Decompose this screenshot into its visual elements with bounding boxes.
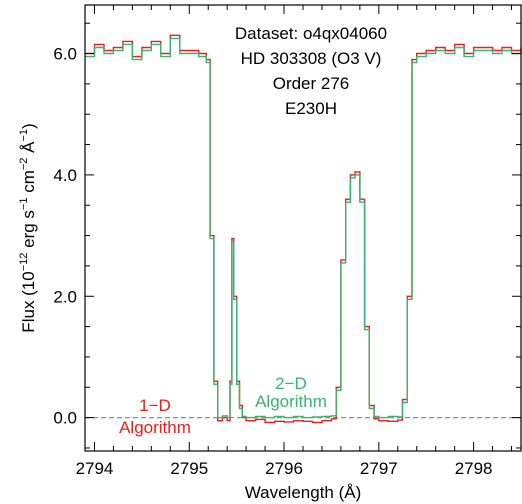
- x-tick-label: 2798: [455, 459, 493, 478]
- ylabel-exp2: −1: [18, 198, 30, 211]
- ylabel-exp1: −12: [18, 253, 30, 272]
- x-tick-label: 2795: [170, 459, 208, 478]
- info-line-dataset: Dataset: o4qx04060: [235, 24, 387, 43]
- series-line-1d: [85, 34, 522, 424]
- info-line-order: Order 276: [273, 74, 350, 93]
- x-tick-label: 2797: [360, 459, 398, 478]
- series-line-2d: [85, 37, 522, 419]
- y-axis-title: Flux (10−12 erg s−1 cm−2 Å−1): [18, 123, 38, 332]
- label-2d-line1: 2−D: [275, 374, 307, 393]
- ticks-layer: 2794 2795 2796 2797 2798 0.0 2.0 4.0 6.0: [53, 5, 521, 478]
- ylabel-mid2: cm: [19, 170, 38, 197]
- x-axis-title: Wavelength (Å): [245, 483, 362, 502]
- label-2d: 2−D Algorithm: [255, 374, 327, 411]
- y-tick-label: 0.0: [53, 409, 77, 428]
- x-tick-label: 2796: [265, 459, 303, 478]
- series-layer: [85, 34, 522, 424]
- ylabel-mid3: Å: [19, 141, 38, 158]
- ylabel-exp3: −2: [18, 158, 30, 171]
- info-line-grating: E230H: [285, 99, 337, 118]
- y-tick-label: 2.0: [53, 287, 77, 306]
- label-1d-line2: Algorithm: [119, 418, 191, 437]
- info-line-star: HD 303308 (O3 V): [241, 49, 382, 68]
- y-tick-label: 6.0: [53, 45, 77, 64]
- label-2d-line2: Algorithm: [255, 392, 327, 411]
- label-1d-line1: 1−D: [139, 396, 171, 415]
- ylabel-prefix: Flux (10: [19, 271, 38, 332]
- y-tick-label: 4.0: [53, 166, 77, 185]
- ylabel-mid1: erg s: [19, 210, 38, 253]
- ylabel-suffix: ): [19, 123, 38, 129]
- ylabel-exp4: −1: [18, 129, 30, 142]
- info-box: Dataset: o4qx04060 HD 303308 (O3 V) Orde…: [235, 24, 387, 118]
- label-1d: 1−D Algorithm: [119, 396, 191, 437]
- x-tick-label: 2794: [76, 459, 114, 478]
